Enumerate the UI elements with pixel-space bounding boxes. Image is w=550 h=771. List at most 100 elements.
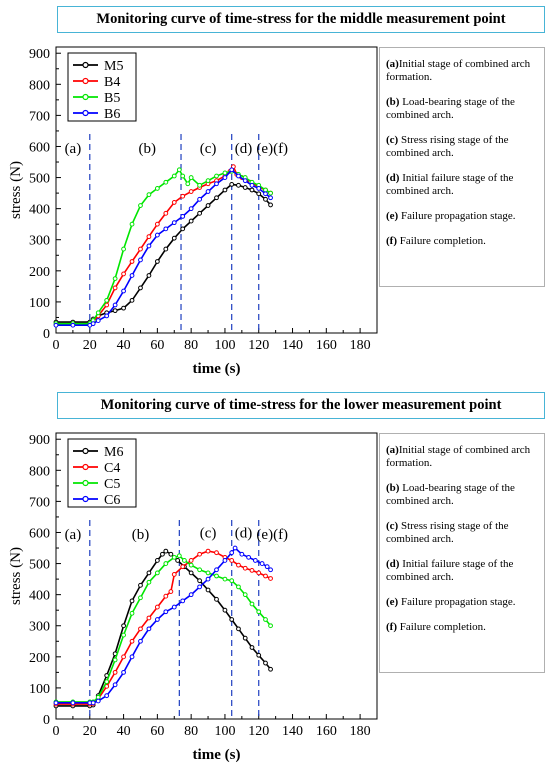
data-point-C6 — [121, 669, 126, 675]
x-tick-label: 60 — [150, 338, 164, 353]
data-point-B4 — [138, 246, 143, 252]
data-point-B5 — [180, 173, 186, 179]
data-point-C5 — [95, 694, 101, 700]
data-point-B4 — [163, 210, 169, 216]
plot-area: 0 20 40 60 80 100 120 140 160 180 0 100 200 300 400 500… — [8, 46, 378, 377]
data-point-C5 — [256, 609, 262, 615]
data-point-M6 — [121, 623, 126, 629]
data-point-B6 — [188, 206, 194, 212]
stage-description-a: (a)Initial stage of combined arch format… — [386, 444, 531, 469]
data-point-B5 — [121, 246, 126, 252]
data-point-B5 — [112, 276, 118, 281]
data-point-B6 — [129, 273, 135, 278]
data-point-M6 — [146, 570, 152, 576]
data-point-B5 — [188, 175, 194, 180]
data-point-B4 — [171, 200, 177, 205]
x-tick-label: 120 — [248, 338, 269, 353]
stage-description-c: (c) Stress rising stage of the combined … — [386, 520, 509, 545]
data-point-C5 — [249, 601, 255, 607]
data-point-B6 — [180, 214, 186, 219]
legend-box — [67, 438, 137, 508]
data-point-M5 — [154, 259, 160, 264]
data-point-C6 — [205, 576, 211, 582]
data-point-M6 — [205, 587, 211, 593]
data-point-C6 — [252, 558, 258, 563]
data-point-C4 — [168, 589, 174, 594]
data-point-M6 — [268, 666, 273, 672]
data-point-B5 — [205, 178, 211, 184]
data-point-B5 — [222, 170, 228, 176]
y-tick-label: 400 — [29, 589, 50, 604]
data-point-C4 — [188, 558, 194, 563]
data-point-C6 — [154, 617, 160, 622]
data-point-B4 — [146, 234, 152, 240]
data-point-B5 — [214, 173, 219, 179]
data-point-B6 — [249, 182, 255, 188]
y-tick-label: 0 — [43, 327, 50, 342]
data-point-B4 — [180, 193, 186, 199]
data-point-M6 — [188, 570, 194, 576]
legend-entry-label: M5 — [104, 59, 123, 74]
legend-entry-label: C6 — [104, 493, 120, 508]
data-point-C4 — [214, 550, 219, 556]
data-point-C6 — [214, 567, 219, 573]
stage-description-e: (e) Failure propagation stage. — [386, 210, 516, 222]
x-tick-label: 140 — [282, 338, 303, 353]
data-point-C5 — [263, 617, 268, 622]
data-point-C6 — [246, 554, 252, 560]
data-point-B6 — [138, 257, 143, 263]
data-point-M5 — [205, 203, 211, 208]
data-point-C6 — [95, 698, 101, 704]
data-point-M6 — [263, 660, 268, 666]
chart-panel-middle: Monitoring curve of time-stress for the … — [0, 0, 550, 385]
data-point-B6 — [263, 191, 268, 197]
data-point-B6 — [197, 196, 203, 202]
data-point-B5 — [129, 221, 135, 227]
x-axis-label: time (s) — [193, 361, 241, 377]
y-tick-label: 100 — [29, 296, 50, 311]
data-point-M5 — [263, 196, 268, 202]
stage-description-box: (a)Initial stage of combined arch format… — [379, 433, 545, 673]
series-line-B5 — [56, 168, 272, 325]
data-point-B4 — [129, 259, 135, 264]
series-line-M5 — [56, 183, 272, 323]
data-point-B6 — [242, 178, 248, 184]
data-point-C6 — [222, 558, 228, 563]
data-point-M6 — [242, 635, 248, 641]
data-point-B6 — [205, 189, 211, 194]
data-point-B5 — [171, 173, 177, 179]
series-line-C4 — [56, 550, 271, 705]
data-point-C6 — [104, 693, 110, 699]
data-point-C5 — [112, 657, 118, 663]
data-point-C4 — [112, 669, 118, 675]
data-point-M5 — [188, 218, 194, 224]
y-tick-label: 600 — [29, 526, 50, 541]
x-tick-label: 80 — [184, 724, 198, 739]
data-point-C5 — [222, 576, 228, 582]
y-tick-label: 700 — [29, 109, 50, 124]
legend-swatch-marker — [82, 463, 89, 471]
data-point-B6 — [214, 181, 219, 187]
data-point-M5 — [121, 305, 126, 311]
stage-label: (b) — [132, 527, 150, 543]
x-tick-label: 160 — [316, 338, 337, 353]
stage-label: (a) — [65, 527, 82, 543]
stage-description-a: (a)Initial stage of combined arch format… — [386, 58, 531, 83]
data-point-C5 — [104, 679, 110, 685]
data-point-C5 — [236, 584, 241, 590]
data-point-M5 — [163, 246, 169, 252]
data-point-B6 — [90, 321, 96, 327]
data-point-B5 — [95, 310, 101, 316]
legend-entry-label: C4 — [104, 461, 120, 476]
legend-swatch-marker — [82, 93, 89, 101]
legend-swatch-marker — [82, 479, 89, 487]
data-point-C4 — [180, 564, 186, 570]
stage-description-c: (c) Stress rising stage of the combined … — [386, 134, 509, 159]
data-point-M5 — [146, 273, 152, 278]
x-tick-label: 20 — [83, 338, 97, 353]
data-point-C4 — [263, 573, 268, 579]
plot-frame — [55, 46, 378, 334]
data-point-C6 — [232, 545, 238, 551]
stage-label: (d) — [235, 141, 253, 157]
data-point-C5 — [176, 553, 182, 559]
